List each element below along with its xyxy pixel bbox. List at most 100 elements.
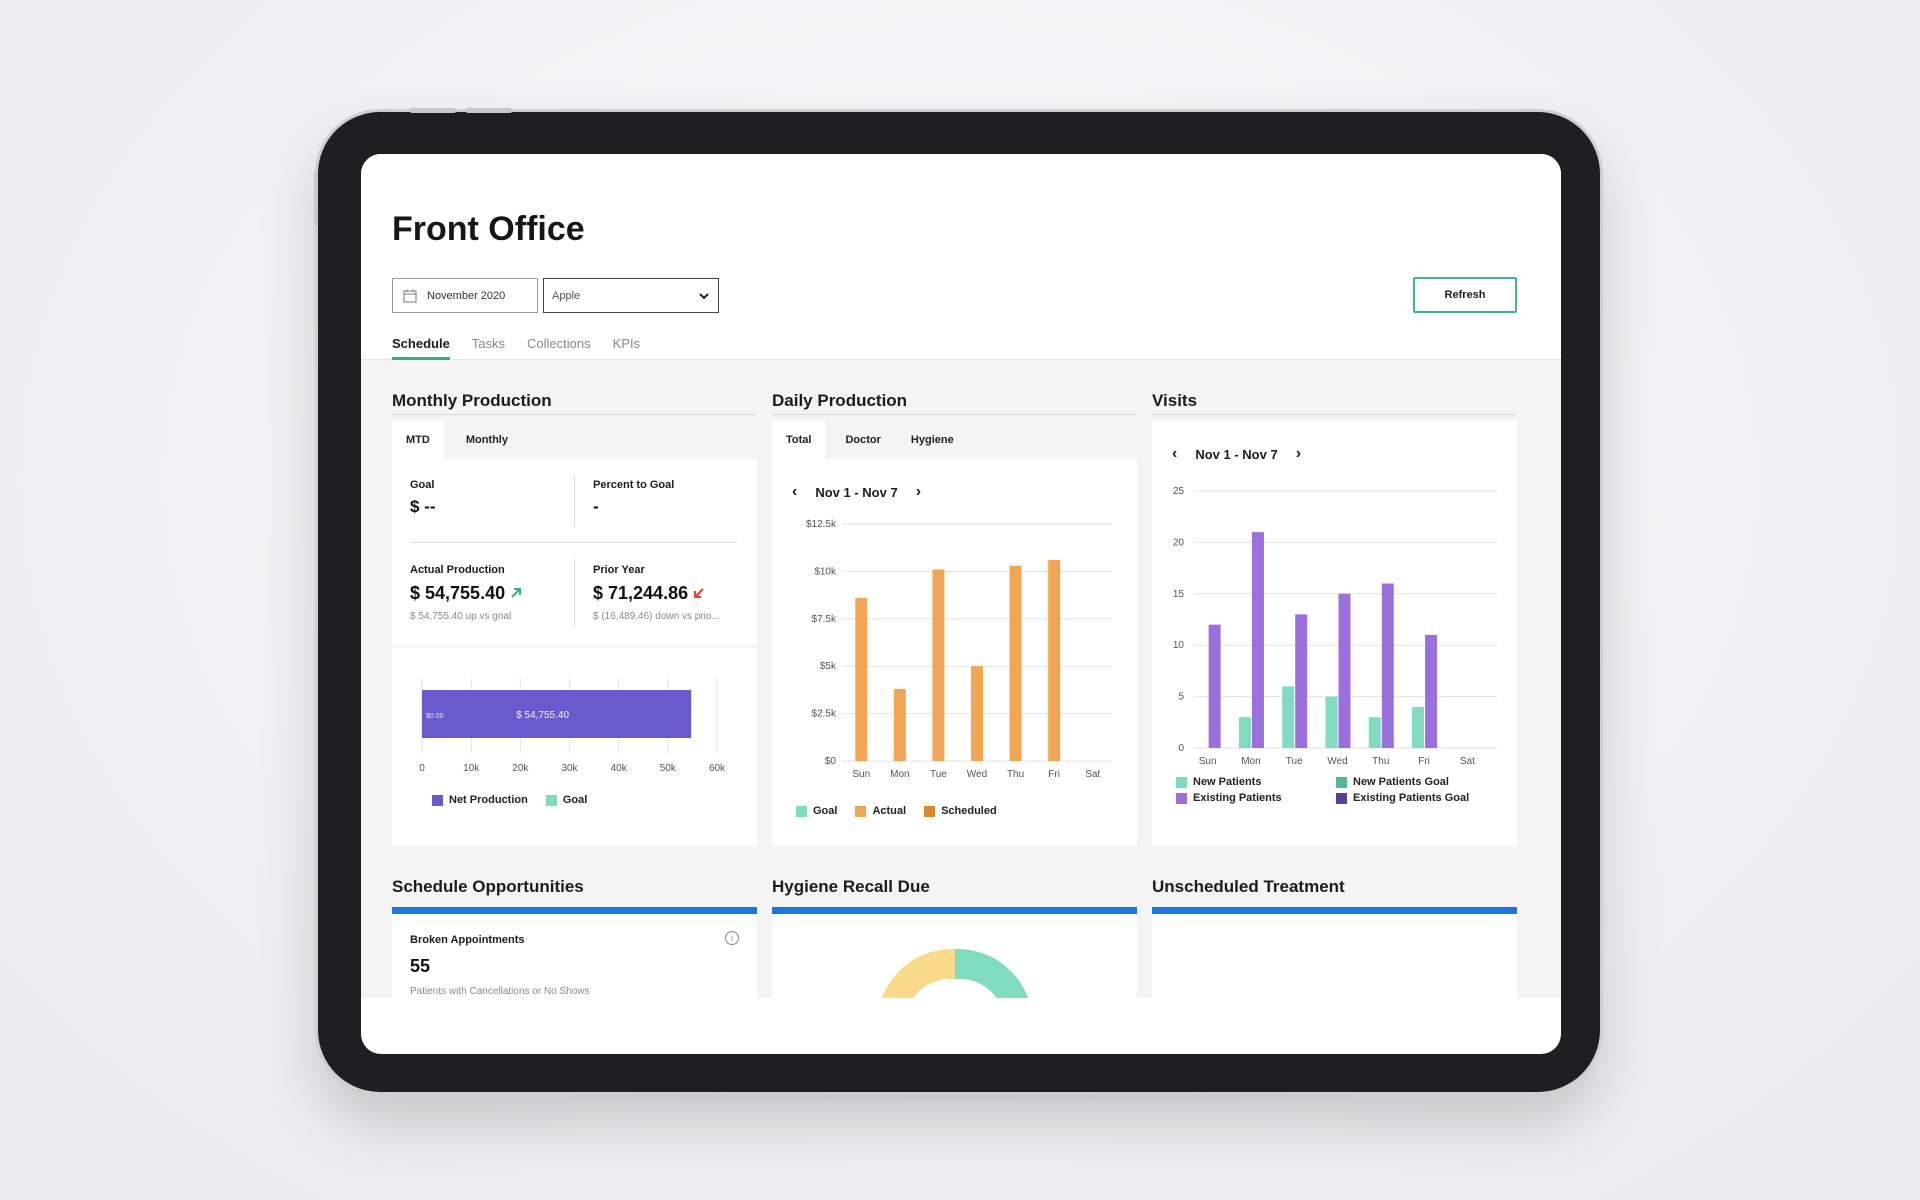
- tablet-screen: Front Office November 2020 Apple Refresh: [361, 154, 1561, 1054]
- x-tick-label: Sun: [1199, 756, 1217, 767]
- x-tick-label: 10k: [463, 763, 480, 774]
- x-tick-label: Mon: [890, 769, 909, 780]
- bar-new-patients: [1368, 717, 1381, 748]
- tab-tasks[interactable]: Tasks: [471, 336, 506, 351]
- legend-swatch: [796, 805, 807, 817]
- bar-new-patients: [1325, 696, 1338, 748]
- visits-card: ‹ Nov 1 - Nov 7 › 0 5 10 15 20 25 Sun Mon Tue Wed…: [1152, 421, 1517, 846]
- broken-appointments-label: Broken Appointments: [410, 934, 525, 946]
- goal-label: Goal: [410, 479, 435, 491]
- daily-production-chart: $0 $2.5k $5k $7.5k $10k $12.5k Sun Mon Tue Wed Thu…: [806, 519, 1112, 780]
- header: Front Office November 2020 Apple Refresh: [361, 154, 1561, 360]
- chevron-left-icon[interactable]: ‹: [792, 483, 798, 500]
- chevron-right-icon[interactable]: ›: [915, 483, 922, 500]
- daily-production-subtabs: Total Doctor Hygiene: [772, 421, 964, 459]
- monthly-production-chart: 0 10k 20k 30k 40k 50k 60k $0.00 $ 54,755.40: [419, 678, 726, 774]
- visits-legend: New Patients New Patients Goal Existing …: [1176, 776, 1506, 804]
- legend-label: Net Production: [449, 794, 528, 806]
- legend-goal: Goal: [796, 805, 837, 817]
- legend-swatch: [855, 805, 867, 817]
- bar-actual: [971, 666, 983, 761]
- x-tick-label: Tue: [930, 769, 947, 780]
- legend-new-patients: New Patients: [1176, 776, 1326, 788]
- legend-swatch: [1336, 792, 1347, 804]
- volume-button: [466, 108, 512, 113]
- bar-new-patients: [1238, 717, 1251, 748]
- subtab-total[interactable]: Total: [772, 421, 826, 459]
- bar-actual: [855, 597, 868, 761]
- monthly-production-chart-card: 0 10k 20k 30k 40k 50k 60k $0.00 $ 54,755.40 Net …: [392, 648, 757, 846]
- bar-existing-patients: [1295, 614, 1308, 748]
- main-tabs: Schedule Tasks Collections KPIs: [392, 336, 640, 360]
- daily-production-title: Daily Production: [772, 391, 908, 410]
- info-icon[interactable]: i: [725, 931, 739, 945]
- hygiene-recall-card: [772, 914, 1137, 998]
- bar-existing-patients: [1381, 583, 1394, 748]
- x-tick-label: Fri: [1418, 756, 1430, 767]
- bar-actual: [893, 688, 906, 761]
- bar-new-patients: [1412, 706, 1425, 748]
- bar-existing-patients: [1251, 532, 1264, 748]
- tab-collections[interactable]: Collections: [527, 336, 591, 351]
- bar-new-patients: [1282, 686, 1295, 748]
- bar-start-label: $0.00: [426, 713, 444, 720]
- refresh-button[interactable]: Refresh: [1413, 277, 1517, 313]
- legend-swatch: [432, 794, 443, 806]
- legend-label: Existing Patients Goal: [1353, 792, 1470, 804]
- y-tick-label: $2.5k: [812, 709, 837, 720]
- donut-segment: [881, 948, 955, 998]
- visits-title: Visits: [1152, 391, 1198, 410]
- chevron-down-icon: [699, 292, 709, 299]
- prior-year-label: Prior Year: [593, 564, 645, 576]
- bar-value-label: $ 54,755.40: [516, 710, 569, 721]
- x-tick-label: Thu: [1007, 769, 1024, 780]
- legend-scheduled: Scheduled: [924, 805, 997, 817]
- legend-swatch: [545, 794, 557, 806]
- monthly-production-title: Monthly Production: [392, 391, 552, 410]
- monthly-production-legend: Net Production Goal: [432, 794, 605, 806]
- legend-label: Existing Patients: [1193, 792, 1282, 804]
- prior-year-sub: $ (16,489.46) down vs prio...: [593, 611, 720, 622]
- tab-kpis[interactable]: KPIs: [612, 336, 641, 351]
- y-tick-label: $7.5k: [812, 614, 837, 625]
- legend-existing-patients: Existing Patients: [1176, 792, 1326, 804]
- subtab-doctor[interactable]: Doctor: [845, 434, 881, 446]
- divider: [574, 559, 575, 627]
- subtab-monthly[interactable]: Monthly: [465, 434, 508, 446]
- x-tick-label: Tue: [1286, 756, 1303, 767]
- schedule-opportunities-title: Schedule Opportunities: [392, 877, 584, 896]
- visits-date-range: Nov 1 - Nov 7: [1195, 446, 1278, 462]
- legend-swatch: [1176, 776, 1187, 788]
- location-select[interactable]: Apple: [543, 278, 719, 313]
- chevron-right-icon[interactable]: ›: [1295, 445, 1302, 462]
- legend-label: Goal: [562, 794, 588, 806]
- month-picker[interactable]: November 2020: [392, 278, 538, 313]
- y-tick-label: $5k: [820, 661, 837, 672]
- y-tick-label: 15: [1173, 589, 1185, 600]
- hygiene-recall-title: Hygiene Recall Due: [772, 877, 930, 896]
- hygiene-donut-chart: [881, 948, 1029, 998]
- power-button: [314, 170, 318, 226]
- x-tick-label: 60k: [709, 763, 726, 774]
- y-tick-label: 0: [1178, 743, 1184, 754]
- legend-new-patients-goal: New Patients Goal: [1336, 776, 1449, 788]
- subtab-hygiene[interactable]: Hygiene: [910, 434, 954, 446]
- bar-actual: [1009, 565, 1022, 761]
- legend-actual: Actual: [855, 805, 906, 817]
- legend-label: New Patients Goal: [1353, 776, 1449, 788]
- x-tick-label: Sat: [1085, 769, 1100, 780]
- x-tick-label: Thu: [1372, 756, 1389, 767]
- chevron-left-icon[interactable]: ‹: [1172, 445, 1178, 462]
- monthly-production-subtabs: MTD Monthly: [392, 421, 530, 459]
- y-tick-label: $10k: [814, 566, 837, 577]
- subtab-mtd[interactable]: MTD: [392, 421, 444, 459]
- percent-to-goal-label: Percent to Goal: [593, 479, 675, 491]
- bar-actual: [932, 569, 945, 761]
- bar-existing-patients: [1425, 634, 1438, 748]
- tab-schedule[interactable]: Schedule: [392, 336, 450, 360]
- page-title: Front Office: [392, 210, 585, 248]
- bar-existing-patients: [1338, 593, 1351, 748]
- actual-production-label: Actual Production: [410, 564, 505, 576]
- y-tick-label: $12.5k: [806, 519, 837, 530]
- arrow-down-left-icon: [694, 588, 704, 598]
